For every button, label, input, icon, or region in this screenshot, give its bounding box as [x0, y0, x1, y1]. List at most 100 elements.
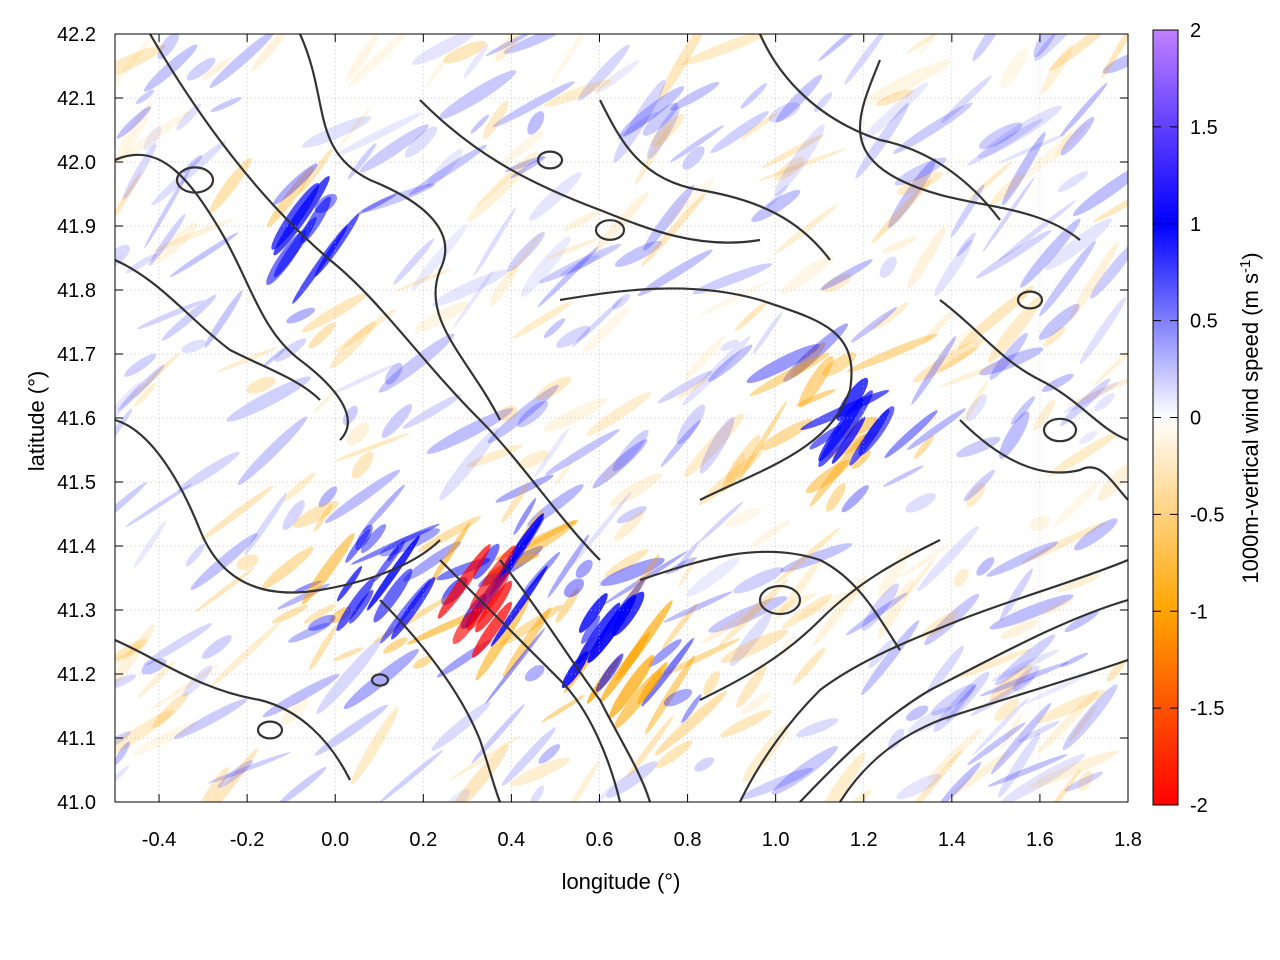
wind-field-streak [950, 184, 985, 238]
wind-field-streak [314, 193, 338, 214]
wind-field-streak [937, 326, 977, 358]
wind-field-streak [115, 481, 147, 534]
wind-feature-updraft [366, 535, 420, 611]
wind-field-streak [997, 732, 1041, 798]
wind-field-streak [735, 664, 767, 709]
wind-field-streak [1062, 684, 1118, 751]
wind-field-streak [681, 694, 702, 724]
wind-field-streak [115, 709, 175, 761]
wind-field-streak [903, 557, 936, 599]
wind-field-streak [314, 704, 389, 756]
wind-field-streak [989, 664, 1033, 702]
wind-field-streak [535, 376, 572, 401]
wind-field-streak [967, 722, 1026, 766]
terrain-contour-closed [1042, 417, 1078, 443]
x-tick-label: 0.2 [409, 829, 437, 851]
colorbar-tick-label: 1 [1190, 214, 1201, 236]
wind-field-streak [956, 232, 976, 257]
wind-field-streak [872, 302, 909, 331]
wind-field-streak [987, 754, 1068, 787]
wind-field-streak [698, 501, 744, 543]
wind-field-streak [955, 648, 1031, 679]
wind-field-streak [650, 113, 684, 147]
wind-feature-downdraft [637, 662, 668, 705]
wind-field-streak [655, 740, 693, 769]
wind-field-streak [911, 336, 957, 405]
wind-field-streak [308, 614, 336, 631]
colorbar-tick-label: 1.5 [1190, 117, 1218, 139]
wind-field-streak [663, 688, 693, 707]
wind-field-streak [1029, 515, 1051, 531]
wind-feature-downdraft [467, 572, 510, 631]
wind-feature-downdraft [469, 545, 516, 610]
wind-field-streak [752, 311, 783, 355]
wind-field-streak [901, 749, 963, 802]
wind-field-streak [1036, 690, 1106, 723]
wind-field-streak [505, 519, 578, 566]
wind-field-streak [1038, 303, 1080, 340]
wind-field-streak [1068, 241, 1119, 322]
wind-field-streak [749, 352, 830, 397]
wind-field-streak [1000, 48, 1028, 89]
wind-field-streak [261, 546, 314, 589]
wind-field-streak [124, 353, 157, 377]
wind-field-streak [750, 520, 791, 548]
wind-field-streak [135, 89, 155, 105]
wind-feature-updraft [831, 416, 866, 464]
x-axis-ticks: -0.4 -0.2 0.0 0.2 0.4 0.6 0.8 1.0 1.2 1.4 1.6 1.8 [142, 34, 1142, 851]
wind-field-streak [350, 707, 399, 786]
wind-field-streak [637, 249, 713, 297]
wind-field-streak [487, 384, 559, 444]
wind-field-streak [1013, 665, 1039, 692]
wind-field-streak [118, 110, 190, 162]
wind-field-streak [989, 332, 1028, 380]
wind-field-streak [661, 603, 698, 650]
wind-field-streak [862, 59, 952, 105]
wind-field-streak [569, 491, 632, 569]
wind-field-streak [125, 253, 157, 274]
terrain-contour [859, 59, 1081, 241]
wind-field-streak [318, 486, 338, 508]
wind-field-streak [710, 111, 769, 154]
wind-feature-downdraft [616, 600, 673, 681]
terrain-contour [115, 258, 321, 401]
wind-field-streak [236, 554, 259, 571]
wind-field-streak [739, 112, 778, 140]
wind-field-streak [914, 435, 935, 460]
wind-field-streak [692, 263, 772, 295]
wind-field-streak [393, 238, 435, 285]
x-tick-label: 0.6 [586, 829, 614, 851]
wind-field-streak [1060, 82, 1108, 137]
colorbar-tick-label: -1.5 [1190, 698, 1224, 720]
wind-field-streak [115, 741, 130, 765]
wind-field-streak [347, 34, 412, 88]
terrain-contour [419, 99, 761, 244]
terrain-contour-closed [370, 673, 390, 687]
wind-field-streak [1074, 518, 1118, 551]
wind-field-streak [148, 214, 186, 267]
colorbar-tick-label: -2 [1190, 795, 1208, 817]
wind-field-streak [1037, 689, 1100, 754]
wind-field-streak [906, 408, 966, 451]
wind-feature-updraft [314, 213, 360, 277]
x-tick-label: 1.8 [1114, 829, 1142, 851]
wind-field-streak [1043, 326, 1066, 347]
terrain-contour [499, 559, 652, 802]
wind-feature-updraft [576, 602, 621, 665]
wind-field-streak [720, 709, 772, 738]
wind-field-streak [216, 347, 278, 373]
colorbar: -2 -1.5 -1 -0.5 0 0.5 1 1.5 2 1000m-vertical win… [1152, 20, 1263, 817]
wind-field-streak [990, 173, 1026, 205]
wind-field-streak [201, 57, 232, 81]
wind-field-streak [939, 361, 1006, 388]
y-tick-label: 42.1 [57, 88, 96, 110]
wind-field-streak [385, 362, 403, 385]
wind-field-streak [976, 229, 1052, 279]
wind-field-streak [403, 541, 461, 582]
terrain-contour [115, 638, 351, 781]
wind-field-streak [783, 323, 849, 382]
wind-field-streak [463, 43, 489, 79]
wind-field-streak [720, 629, 788, 663]
wind-feature-downdraft [472, 601, 513, 658]
wind-field-streak [844, 34, 887, 85]
